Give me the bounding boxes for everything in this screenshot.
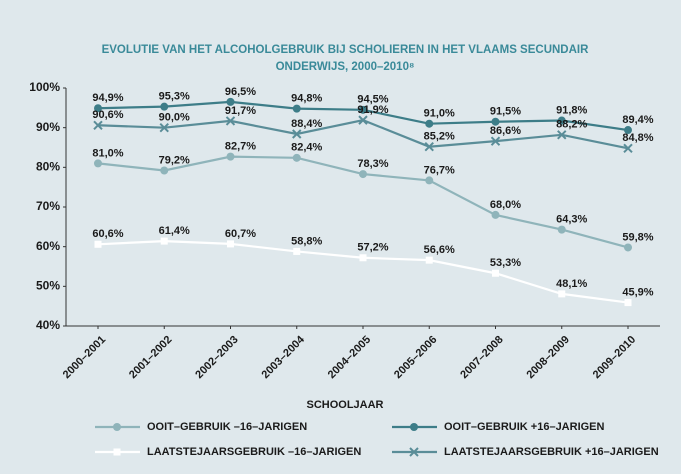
marker (225, 116, 236, 126)
data-label: 68,0% (490, 199, 521, 211)
data-label: 84,8% (622, 132, 653, 144)
marker (623, 143, 633, 154)
legend-label: LAATSTEJAARSGEBRUIK –16–JARIGEN (147, 446, 361, 458)
marker (227, 240, 234, 248)
data-label: 57,2% (357, 242, 388, 254)
marker (409, 447, 419, 457)
data-label: 82,7% (225, 141, 256, 153)
data-label: 60,6% (92, 228, 123, 240)
data-label: 45,9% (622, 287, 653, 299)
marker (425, 119, 434, 128)
data-label: 95,3% (159, 91, 190, 103)
y-tick-label: 90% (36, 120, 60, 134)
x-axis-label: SCHOOLJAAR (306, 399, 383, 411)
legend-label: OOIT–GEBRUIK +16–JARIGEN (444, 421, 605, 433)
data-label: 78,3% (357, 158, 388, 170)
y-tick-label: 70% (36, 199, 60, 213)
data-label: 48,1% (556, 278, 587, 290)
marker (558, 290, 566, 298)
data-label: 91,5% (490, 106, 521, 118)
marker (160, 166, 169, 175)
marker (94, 240, 102, 248)
marker (160, 237, 168, 245)
marker (160, 102, 169, 111)
data-label: 61,4% (159, 225, 190, 237)
data-label: 90,0% (159, 112, 190, 124)
data-label: 76,7% (424, 164, 455, 176)
data-label: 53,3% (490, 257, 521, 269)
data-label: 89,4% (622, 114, 653, 126)
data-label: 82,4% (291, 142, 322, 154)
marker (359, 170, 367, 179)
y-tick-label: 80% (36, 160, 60, 174)
data-label: 88,2% (556, 119, 587, 131)
marker (624, 126, 632, 135)
data-label: 85,2% (424, 131, 455, 143)
data-label: 91,9% (357, 104, 388, 116)
marker (226, 152, 235, 161)
chart-title: EVOLUTIE VAN HET ALCOHOLGEBRUIK BIJ SCHO… (102, 44, 590, 56)
marker (292, 129, 302, 139)
marker (293, 247, 301, 255)
marker (359, 105, 367, 114)
marker (491, 117, 500, 126)
marker (226, 97, 235, 106)
data-label: 94,5% (357, 94, 388, 106)
data-label: 91,0% (424, 108, 455, 120)
marker (94, 104, 102, 113)
marker (159, 122, 169, 133)
y-tick-label: 50% (36, 279, 60, 293)
data-label: 86,6% (490, 125, 521, 137)
data-label: 59,8% (622, 231, 653, 243)
data-label: 94,8% (291, 93, 322, 105)
data-label: 91,8% (556, 104, 587, 116)
marker (557, 225, 566, 234)
chart-title: ONDERWIJS, 2000–2010⁸ (276, 61, 415, 73)
legend-label: LAATSTEJAARSGEBRUIK +16–JARIGEN (444, 446, 659, 458)
marker (490, 136, 501, 146)
data-label: 81,0% (92, 147, 123, 159)
data-label: 58,8% (291, 235, 322, 247)
data-label: 88,4% (291, 118, 322, 130)
marker (292, 153, 301, 162)
data-label: 96,5% (225, 86, 256, 98)
marker (410, 423, 418, 431)
marker (94, 159, 102, 168)
legend-label: OOIT–GEBRUIK –16–JARIGEN (147, 421, 307, 433)
marker (624, 243, 632, 252)
marker (557, 130, 567, 140)
data-label: 90,6% (92, 109, 123, 121)
marker (425, 176, 434, 185)
marker (424, 141, 434, 152)
data-label: 79,2% (159, 154, 190, 166)
marker (425, 256, 433, 264)
marker (292, 104, 301, 113)
marker (491, 210, 500, 219)
data-label: 60,7% (225, 228, 256, 240)
marker (624, 299, 632, 307)
marker (93, 120, 103, 130)
marker (359, 254, 367, 262)
data-label: 94,9% (92, 92, 123, 104)
marker (113, 423, 121, 431)
marker (113, 448, 121, 456)
y-tick-label: 100% (29, 80, 60, 94)
marker (492, 269, 499, 277)
y-tick-label: 60% (36, 239, 60, 253)
marker (557, 116, 566, 125)
y-tick-label: 40% (36, 318, 60, 332)
marker (358, 115, 368, 125)
data-label: 64,3% (556, 214, 587, 226)
data-label: 91,7% (225, 105, 256, 117)
data-label: 56,6% (424, 244, 455, 256)
